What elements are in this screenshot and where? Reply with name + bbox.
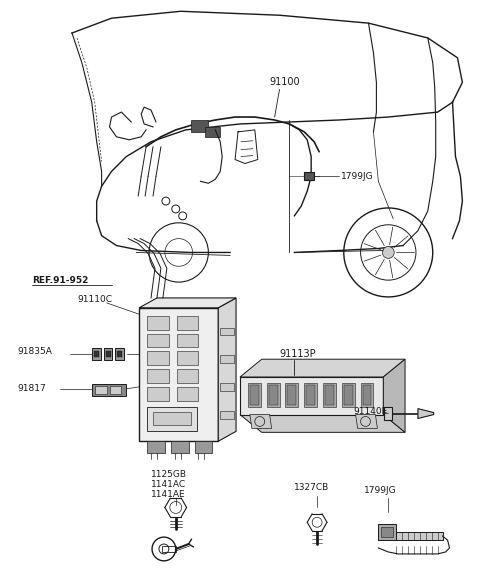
Text: 91113P: 91113P: [279, 349, 316, 359]
Bar: [147, 387, 169, 401]
Bar: [177, 352, 199, 365]
Text: 91817: 91817: [18, 384, 47, 393]
Bar: [384, 407, 392, 420]
Polygon shape: [356, 414, 377, 428]
Bar: [267, 383, 279, 407]
Text: 91835A: 91835A: [18, 347, 52, 356]
Text: 1799JG: 1799JG: [341, 172, 373, 181]
Polygon shape: [384, 359, 405, 432]
Bar: [288, 385, 296, 404]
Text: 1327CB: 1327CB: [294, 483, 330, 492]
Polygon shape: [240, 377, 384, 414]
Bar: [162, 546, 176, 552]
Bar: [92, 349, 101, 360]
Bar: [147, 352, 169, 365]
Bar: [250, 385, 259, 404]
Bar: [381, 527, 393, 537]
Bar: [286, 383, 298, 407]
Text: 91100: 91100: [270, 77, 300, 87]
Polygon shape: [418, 409, 434, 418]
Text: 1799JG: 1799JG: [363, 486, 396, 495]
Circle shape: [159, 544, 169, 554]
Bar: [344, 385, 353, 404]
Circle shape: [383, 247, 394, 258]
Bar: [153, 411, 191, 425]
Bar: [147, 333, 169, 347]
Text: 1141AE: 1141AE: [151, 490, 186, 499]
Bar: [220, 410, 234, 418]
Text: REF.91-952: REF.91-952: [33, 276, 89, 285]
Bar: [342, 383, 355, 407]
Bar: [171, 441, 189, 453]
Bar: [177, 315, 199, 329]
Bar: [194, 441, 212, 453]
Bar: [304, 172, 314, 180]
Bar: [362, 385, 372, 404]
Bar: [360, 383, 373, 407]
Bar: [220, 355, 234, 363]
Bar: [177, 387, 199, 401]
Bar: [149, 314, 161, 322]
Bar: [220, 328, 234, 335]
Bar: [147, 441, 165, 453]
Bar: [269, 385, 277, 404]
Bar: [304, 383, 317, 407]
Bar: [92, 384, 126, 396]
Bar: [95, 386, 107, 394]
Bar: [147, 407, 196, 431]
Bar: [177, 333, 199, 347]
Bar: [139, 308, 218, 441]
Bar: [325, 385, 334, 404]
Polygon shape: [240, 414, 405, 432]
Bar: [323, 383, 336, 407]
Bar: [220, 383, 234, 391]
Bar: [118, 352, 122, 357]
Bar: [106, 352, 110, 357]
Bar: [116, 349, 124, 360]
Bar: [177, 369, 199, 383]
Bar: [191, 120, 208, 132]
Polygon shape: [240, 359, 405, 377]
Bar: [378, 524, 396, 540]
Bar: [94, 352, 99, 357]
Bar: [205, 127, 220, 137]
Polygon shape: [218, 298, 236, 441]
Bar: [248, 383, 261, 407]
Text: 91140E: 91140E: [354, 407, 388, 416]
Bar: [378, 532, 443, 540]
Polygon shape: [139, 298, 236, 308]
Bar: [147, 315, 169, 329]
Bar: [147, 369, 169, 383]
Polygon shape: [250, 414, 272, 428]
Text: 1125GB: 1125GB: [151, 470, 187, 480]
Bar: [109, 386, 121, 394]
Bar: [306, 385, 315, 404]
Bar: [104, 349, 112, 360]
Text: 1141AC: 1141AC: [151, 480, 186, 489]
Text: 91110C: 91110C: [77, 296, 112, 304]
